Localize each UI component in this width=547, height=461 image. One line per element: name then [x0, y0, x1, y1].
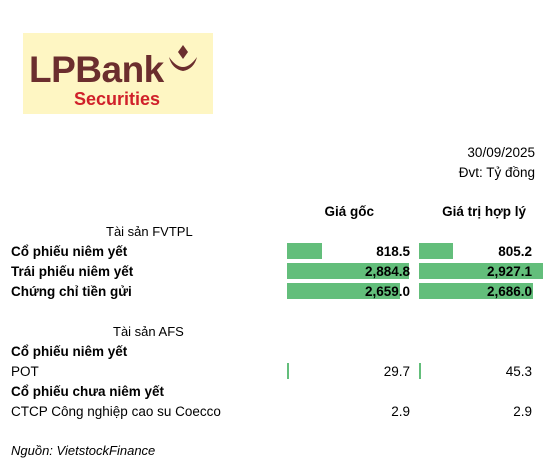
section-title-fvtpl: Tài sản FVTPL — [106, 224, 193, 239]
fair-value: 805.2 — [498, 244, 532, 259]
table-row: CTCP Công nghiệp cao su Coecco 2.9 2.9 — [0, 402, 547, 422]
cost-data-bar — [287, 243, 322, 259]
fair-value: 45.3 — [505, 364, 532, 379]
row-label: Chứng chỉ tiền gửi — [11, 284, 132, 299]
report-date: 30/09/2025 — [467, 145, 535, 160]
fair-value: 2,927.1 — [486, 264, 532, 279]
table-row: Trái phiếu niêm yết 2,884.8 2,927.1 — [0, 262, 547, 282]
table-row: POT 29.7 45.3 — [0, 362, 547, 382]
group-row: Cổ phiếu niêm yết — [0, 342, 547, 362]
cost-data-bar — [287, 283, 400, 299]
section-title-afs: Tài sản AFS — [113, 324, 184, 339]
table-row: Cổ phiếu niêm yết 818.5 805.2 — [0, 242, 547, 262]
logo-emblem-icon — [169, 45, 197, 71]
cost-value: 2.9 — [391, 404, 410, 419]
section-row-afs: Tài sản AFS — [0, 322, 547, 342]
fair-value: 2,686.0 — [486, 284, 532, 299]
cost-value: 818.5 — [376, 244, 410, 259]
fair-value-data-bar — [419, 263, 543, 279]
row-label: Trái phiếu niêm yết — [11, 264, 134, 279]
cost-value: 2,659.0 — [364, 284, 410, 299]
section-row-fvtpl: Tài sản FVTPL — [0, 222, 547, 242]
row-label: Cổ phiếu niêm yết — [11, 244, 128, 259]
group-label: Cổ phiếu niêm yết — [11, 344, 128, 359]
lpbank-securities-logo: LPBank Securities — [23, 33, 213, 114]
fair-value-data-bar — [419, 283, 533, 299]
table-row: Chứng chỉ tiền gửi 2,659.0 2,686.0 — [0, 282, 547, 302]
fair-value-data-bar — [419, 243, 453, 259]
fair-value: 2.9 — [513, 404, 532, 419]
logo-brand-text: LPBank — [29, 49, 164, 90]
group-label: Cổ phiếu chưa niêm yết — [11, 384, 165, 399]
group-row: Cổ phiếu chưa niêm yết — [0, 382, 547, 402]
unit-label: Đvt: Tỷ đồng — [458, 165, 535, 180]
cost-value: 29.7 — [383, 364, 410, 379]
row-label: POT — [11, 364, 39, 379]
cost-data-bar — [287, 263, 409, 279]
cost-data-bar — [287, 363, 289, 379]
column-header-fair-value: Giá trị hợp lý — [442, 204, 526, 219]
cost-value: 2,884.8 — [364, 264, 410, 279]
fair-value-data-bar — [419, 363, 421, 379]
logo-sub-text: Securities — [74, 89, 161, 109]
source-note: Nguồn: VietstockFinance — [11, 443, 156, 458]
column-header-cost: Giá gốc — [324, 204, 374, 219]
row-label: CTCP Công nghiệp cao su Coecco — [11, 404, 221, 419]
